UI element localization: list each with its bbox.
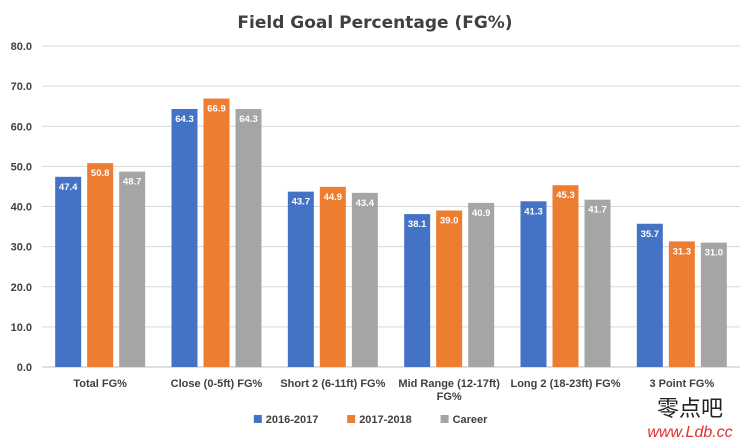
bar [55, 176, 82, 367]
data-label: 44.9 [324, 192, 343, 203]
x-axis-ticks: Total FG% Close (0-5ft) FG% Short 2 (6-11f… [73, 378, 714, 403]
x-tick-label: Long 2 (18-23ft) FG% [510, 378, 620, 390]
bars [55, 98, 727, 367]
y-tick-label: 70.0 [11, 81, 32, 93]
data-label: 41.3 [524, 206, 543, 217]
x-tick-label: 3 Point FG% [649, 378, 714, 390]
data-label: 64.3 [175, 114, 194, 125]
bar [351, 192, 378, 367]
bar [436, 210, 463, 367]
y-tick-label: 40.0 [11, 202, 32, 214]
bar [636, 223, 663, 367]
gridlines [42, 45, 740, 368]
bar [287, 191, 314, 367]
data-label: 35.7 [641, 229, 660, 240]
bar [700, 242, 727, 367]
data-label: 38.1 [408, 219, 427, 230]
bar [119, 171, 146, 367]
y-tick-label: 20.0 [11, 282, 32, 294]
bar [584, 199, 611, 367]
data-label: 43.7 [292, 197, 311, 208]
data-label: 31.0 [705, 248, 724, 259]
legend-swatch [253, 415, 262, 423]
bar [668, 241, 695, 367]
legend: 2016-2017 2017-2018 Career [253, 414, 489, 426]
bar [235, 108, 262, 367]
bar [520, 201, 547, 367]
data-label: 64.3 [239, 114, 258, 125]
data-label: 48.7 [123, 177, 142, 188]
legend-swatch [347, 415, 356, 423]
data-labels: 47.4 50.8 48.7 64.3 66.9 64.3 43.7 44.9 43.4 38.1… [59, 104, 723, 259]
data-label: 50.8 [91, 168, 110, 179]
bar [552, 185, 579, 367]
chart-title: Field Goal Percentage (FG%) [237, 13, 512, 33]
data-label: 43.4 [356, 198, 375, 209]
x-tick-label: Short 2 (6-11ft) FG% [280, 378, 385, 390]
watermark-cn-text: 零点吧 [657, 397, 723, 422]
data-label: 40.9 [472, 208, 491, 219]
bar [319, 186, 346, 367]
data-label: 41.7 [588, 205, 607, 216]
y-tick-label: 0.0 [17, 362, 32, 374]
legend-label: 2016-2017 [266, 414, 319, 426]
bar [468, 202, 495, 367]
x-tick-label: Total FG% [73, 378, 127, 390]
y-tick-label: 80.0 [11, 41, 32, 53]
watermark: 零点吧 www.Ldb.cc [647, 397, 732, 441]
data-label: 31.3 [673, 246, 692, 257]
y-tick-label: 60.0 [11, 121, 32, 133]
watermark-url-text: www.Ldb.cc [647, 424, 732, 441]
bar [87, 163, 114, 367]
data-label: 66.9 [207, 104, 226, 115]
y-tick-label: 10.0 [11, 322, 32, 334]
legend-swatch [440, 415, 449, 423]
data-label: 45.3 [556, 190, 575, 201]
data-label: 47.4 [59, 182, 78, 193]
legend-label: Career [453, 414, 489, 426]
x-tick-label: Close (0-5ft) FG% [171, 378, 263, 390]
legend-label: 2017-2018 [359, 414, 412, 426]
bar [203, 98, 230, 367]
bar [171, 108, 198, 367]
y-tick-label: 30.0 [11, 242, 32, 254]
bar [404, 214, 431, 367]
y-tick-label: 50.0 [11, 161, 32, 173]
data-label: 39.0 [440, 216, 459, 227]
x-tick-label: Mid Range (12-17ft) FG% [398, 378, 500, 403]
y-axis-ticks: 0.0 10.0 20.0 30.0 40.0 50.0 60.0 70.0 80.0 [11, 41, 32, 374]
